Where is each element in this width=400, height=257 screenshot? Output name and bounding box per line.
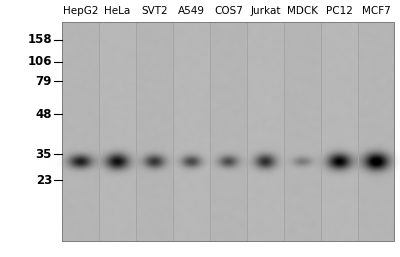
Text: SVT2: SVT2 — [141, 6, 168, 16]
Text: PC12: PC12 — [326, 6, 353, 16]
Text: A549: A549 — [178, 6, 205, 16]
Text: 158: 158 — [27, 33, 52, 46]
Text: HeLa: HeLa — [104, 6, 131, 16]
Text: HepG2: HepG2 — [63, 6, 98, 16]
Text: 35: 35 — [36, 148, 52, 161]
Text: MCF7: MCF7 — [362, 6, 391, 16]
Text: Jurkat: Jurkat — [250, 6, 281, 16]
Text: 79: 79 — [36, 75, 52, 88]
Text: 23: 23 — [36, 174, 52, 187]
Text: COS7: COS7 — [214, 6, 243, 16]
Text: MDCK: MDCK — [287, 6, 318, 16]
Text: 106: 106 — [28, 55, 52, 68]
Text: 48: 48 — [36, 108, 52, 121]
